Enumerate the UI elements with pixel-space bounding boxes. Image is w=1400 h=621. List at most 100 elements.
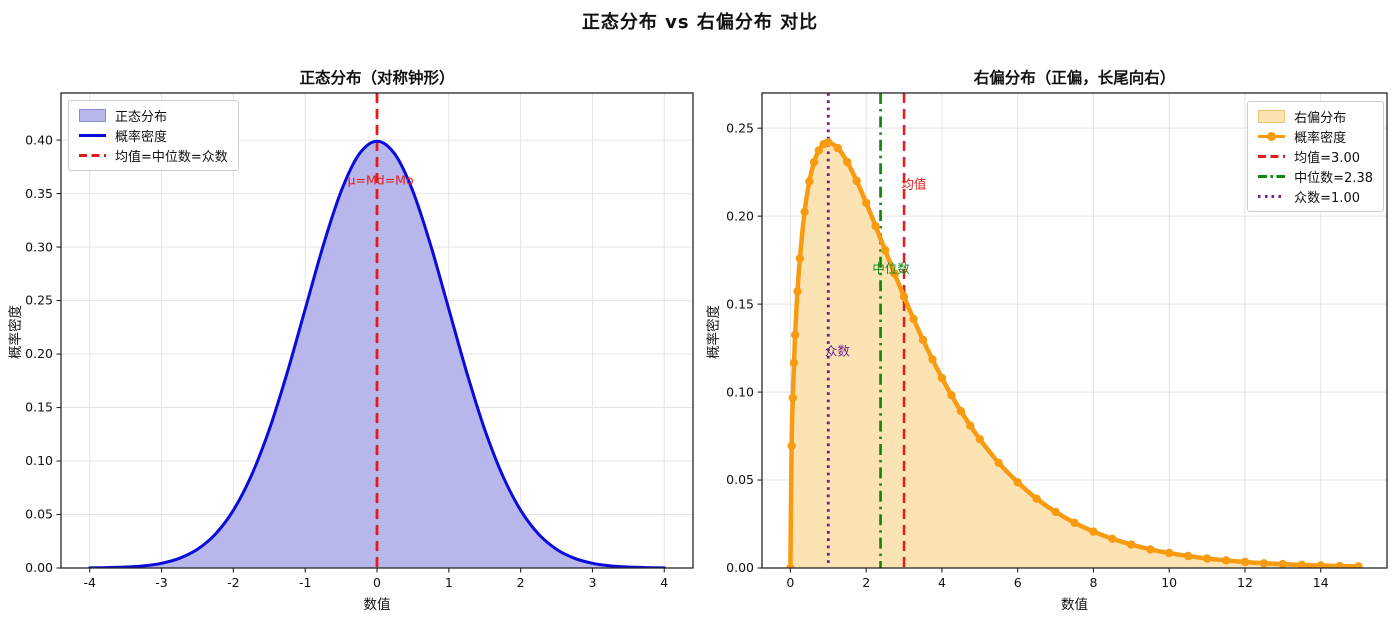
curve-marker bbox=[1259, 559, 1269, 568]
mean-annotation: 均值 bbox=[901, 176, 926, 191]
curve-marker bbox=[890, 269, 899, 278]
right-chart-title: 右偏分布（正偏，长尾向右） bbox=[973, 69, 1176, 87]
right-x-axis-label: 数值 bbox=[1061, 597, 1088, 613]
legend-item: 中位数=2.38 bbox=[1258, 168, 1373, 186]
legend-swatch-dotted bbox=[1258, 190, 1286, 203]
curve-marker bbox=[880, 245, 890, 255]
curve-marker bbox=[800, 207, 809, 216]
y-tick-label: 0.35 bbox=[25, 186, 53, 201]
legend-item: 概率密度 bbox=[79, 127, 228, 145]
x-tick-label: 2 bbox=[517, 575, 525, 590]
curve-marker bbox=[1051, 507, 1060, 517]
legend-swatch-shape bbox=[1258, 131, 1286, 141]
curve-marker bbox=[1316, 561, 1325, 568]
curve-marker bbox=[790, 330, 800, 340]
legend-swatch-dashed bbox=[1258, 150, 1286, 163]
x-tick-label: 0 bbox=[786, 575, 794, 590]
x-tick-label: 14 bbox=[1313, 575, 1329, 590]
curve-marker bbox=[1240, 557, 1250, 567]
legend-item-label: 右偏分布 bbox=[1294, 111, 1347, 126]
curve-marker bbox=[852, 176, 861, 186]
curve-marker bbox=[1070, 518, 1079, 527]
curve-marker bbox=[795, 254, 805, 263]
y-tick-label: 0.05 bbox=[25, 507, 53, 522]
legend-item: 右偏分布 bbox=[1258, 108, 1373, 126]
curve-marker bbox=[1183, 551, 1193, 561]
plot-area bbox=[61, 93, 693, 568]
curve-marker bbox=[786, 563, 795, 568]
x-tick-label: -4 bbox=[83, 575, 96, 590]
curve-marker bbox=[843, 157, 852, 167]
x-tick-label: 4 bbox=[660, 575, 668, 590]
x-tick-label: 1 bbox=[445, 575, 453, 590]
x-tick-label: 12 bbox=[1237, 575, 1253, 590]
x-tick-label: 0 bbox=[373, 575, 381, 590]
y-tick-label: 0.10 bbox=[25, 453, 53, 468]
axes-frame bbox=[761, 92, 1388, 569]
legend-swatch-shape bbox=[79, 153, 106, 158]
curve-marker bbox=[1354, 562, 1363, 568]
skewed-distribution-chart: 0 2 4 6 8 10 12 140.000.050.100.150.200.25均值中位数… bbox=[726, 92, 1388, 590]
y-tick-label: 0.00 bbox=[25, 560, 53, 575]
legend-item-label: 概率密度 bbox=[1294, 131, 1347, 146]
legend-item-label: 众数=1.00 bbox=[1294, 191, 1360, 206]
legend-item: 正态分布 bbox=[79, 107, 228, 125]
legend-item: 众数=1.00 bbox=[1258, 188, 1373, 206]
curve-marker bbox=[966, 421, 975, 430]
curve-marker bbox=[909, 314, 918, 324]
legend-swatch-shape bbox=[1258, 174, 1286, 179]
curve-marker bbox=[833, 143, 842, 153]
curve-marker bbox=[805, 177, 814, 186]
curve-marker bbox=[788, 393, 797, 403]
left-legend: 正态分布概率密度均值=中位数=众数 bbox=[68, 100, 239, 171]
legend-swatch-line-marker bbox=[1258, 130, 1286, 143]
y-tick-label: 0.30 bbox=[25, 239, 53, 254]
x-tick-label: 10 bbox=[1161, 575, 1177, 590]
curve-marker bbox=[994, 458, 1003, 467]
plot-area bbox=[762, 93, 1387, 568]
curve-marker bbox=[956, 406, 966, 416]
y-tick-label: 0.40 bbox=[25, 132, 53, 147]
curve-marker bbox=[975, 435, 984, 444]
curve-marker bbox=[1221, 556, 1231, 565]
curve-marker bbox=[789, 358, 799, 368]
legend-swatch-dashdot bbox=[1258, 170, 1286, 183]
left-chart-title: 正态分布（对称钟形） bbox=[299, 69, 455, 87]
curve-marker bbox=[1089, 527, 1098, 536]
curve-marker bbox=[1297, 560, 1306, 568]
legend-item: 均值=中位数=众数 bbox=[79, 147, 228, 165]
y-tick-label: 0.20 bbox=[25, 346, 53, 361]
curve-marker bbox=[862, 198, 871, 207]
legend-item-label: 中位数=2.38 bbox=[1294, 171, 1373, 186]
right-y-axis-label: 概率密度 bbox=[706, 305, 722, 359]
y-tick-label: 0.25 bbox=[25, 293, 53, 308]
y-tick-label: 0.05 bbox=[726, 472, 754, 487]
legend-swatch-line bbox=[79, 129, 106, 142]
y-tick-label: 0.15 bbox=[726, 296, 754, 311]
curve-marker bbox=[937, 373, 947, 383]
curve-marker bbox=[1013, 478, 1022, 487]
curve-marker bbox=[809, 157, 819, 167]
density-curve bbox=[88, 139, 666, 568]
curve-marker bbox=[814, 146, 823, 155]
curve-marker bbox=[1202, 554, 1212, 563]
legend-swatch-patch bbox=[1258, 110, 1286, 123]
legend-swatch-patch bbox=[79, 109, 106, 122]
legend-item-label: 概率密度 bbox=[115, 130, 168, 145]
x-tick-label: -3 bbox=[155, 575, 167, 590]
curve-marker bbox=[1278, 559, 1287, 568]
legend-item: 均值=3.00 bbox=[1258, 148, 1373, 166]
curve-marker bbox=[1108, 534, 1117, 543]
mode-annotation: 众数 bbox=[825, 344, 851, 359]
curve-marker bbox=[1146, 545, 1155, 554]
curve-marker bbox=[1032, 494, 1041, 503]
left-x-axis-label: 数值 bbox=[363, 597, 391, 613]
x-tick-label: 3 bbox=[588, 575, 596, 590]
curve-marker bbox=[787, 441, 796, 451]
x-tick-label: -1 bbox=[299, 575, 311, 590]
curve-marker bbox=[899, 292, 909, 301]
distribution-fill bbox=[790, 142, 1359, 568]
left-y-axis-label: 概率密度 bbox=[8, 305, 24, 359]
